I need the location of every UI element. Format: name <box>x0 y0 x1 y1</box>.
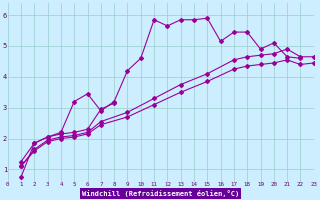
X-axis label: Windchill (Refroidissement éolien,°C): Windchill (Refroidissement éolien,°C) <box>82 190 239 197</box>
